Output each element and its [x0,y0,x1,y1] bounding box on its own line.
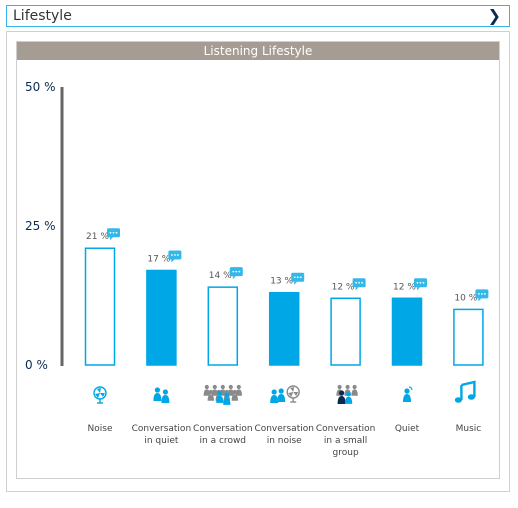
bar-4 [268,291,300,366]
bar-value-label: 21 % [86,232,109,242]
category-label: Conversation in a crowd [193,424,253,446]
bar-value-label: 13 % [270,277,293,287]
category-label: Conversation in quiet [132,424,192,446]
category-label: Music [456,424,482,434]
bar-value-label: 10 % [454,293,477,303]
bar-5 [330,297,361,366]
comment-icon[interactable] [414,278,427,291]
y-tick-label: 25 % [25,219,56,233]
listening-lifestyle-chart: Listening Lifestyle 0 % 25 % 50 % 21 % Noise… [16,41,500,479]
comment-icon[interactable] [352,278,366,291]
comment-icon[interactable] [229,267,243,280]
category-label: Conversation in a small group [316,424,376,458]
bar-6 [391,297,423,366]
fan-icon [93,386,107,404]
comment-icon[interactable] [107,228,120,241]
comment-icon[interactable] [291,272,305,285]
bar-7 [453,308,484,366]
bar-value-label: 12 % [393,282,416,292]
category-label: Conversation in noise [254,424,314,446]
crowd-icon [203,384,242,405]
lifestyle-panel: Listening Lifestyle 0 % 25 % 50 % 21 % Noise… [6,31,510,492]
y-tick-label: 0 % [25,358,48,372]
small-group-icon [336,384,358,404]
category-label: Noise [88,424,113,434]
two-people-icon [153,387,170,403]
chevron-right-icon[interactable]: ❯ [487,6,501,25]
person-icon [403,386,413,402]
chart-title: Listening Lifestyle [17,42,499,60]
chart-svg: 0 % 25 % 50 % 21 % Noise 17 % Conversation in q… [25,80,489,458]
bar-2 [146,269,177,366]
bar-value-label: 17 % [147,254,170,264]
music-note-icon [454,380,476,403]
bar-1 [84,247,116,366]
lifestyle-header[interactable]: Lifestyle ❯ [6,5,510,27]
bar-value-label: 14 % [209,271,232,281]
comment-icon[interactable] [168,250,182,263]
y-tick-label: 50 % [25,80,56,94]
comment-icon[interactable] [475,289,489,302]
bar-value-label: 12 % [332,282,355,292]
header-title: Lifestyle [13,8,72,24]
people-fan-icon [270,385,300,403]
bar-3 [207,286,239,366]
category-label: Quiet [395,424,420,434]
